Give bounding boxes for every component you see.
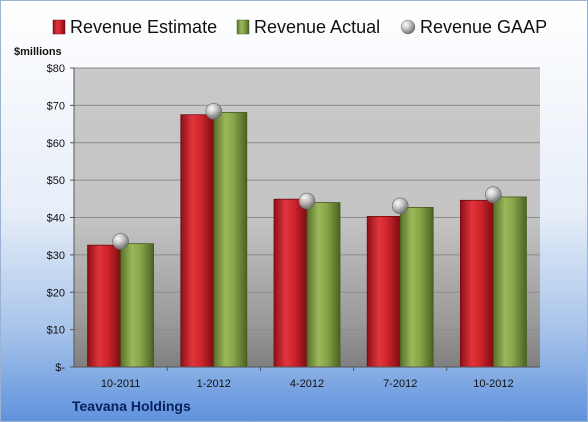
legend-item-estimate: Revenue Estimate [52, 17, 217, 37]
bar-revenue-actual [306, 202, 341, 368]
marker-revenue-gaap [298, 192, 316, 210]
legend-label-actual: Revenue Actual [254, 17, 380, 37]
y-tick-label: $20 [47, 287, 65, 299]
bar-revenue-actual [492, 196, 527, 368]
legend-item-gaap: Revenue GAAP [400, 17, 547, 37]
legend: Revenue Estimate Revenue Actual Revenue … [52, 17, 547, 37]
x-axis-ticks: 10-2011 1-2012 4-2012 7-2012 10-2012 [101, 367, 514, 390]
x-tick-label: 10-2012 [473, 378, 513, 390]
y-axis-ticks: $- $10 $20 $30 $40 $50 $60 $70 $80 [47, 63, 74, 374]
bar-revenue-actual [213, 112, 248, 368]
legend-item-actual: Revenue Actual [236, 17, 380, 37]
y-tick-label: $70 [47, 100, 65, 112]
marker-revenue-gaap [205, 103, 223, 120]
bar-revenue-estimate [273, 198, 308, 368]
bars [87, 112, 527, 368]
y-tick-label: $10 [47, 325, 65, 337]
y-tick-label: $60 [47, 138, 65, 150]
gaap-markers [112, 103, 502, 250]
y-tick-label: $- [55, 362, 65, 374]
bar-revenue-actual [120, 243, 154, 368]
bar-revenue-estimate [87, 244, 121, 368]
marker-revenue-gaap [485, 186, 502, 204]
bar-revenue-estimate [459, 199, 494, 368]
company-name: Teavana Holdings [72, 398, 191, 414]
y-axis-unit-label: $millions [14, 46, 62, 58]
marker-revenue-gaap [391, 197, 409, 215]
x-tick-label: 7-2012 [383, 378, 417, 390]
marker-revenue-gaap [112, 233, 129, 250]
legend-swatch-estimate [52, 19, 66, 35]
y-tick-label: $40 [47, 213, 65, 225]
y-tick-label: $30 [47, 250, 65, 262]
legend-label-estimate: Revenue Estimate [70, 17, 217, 37]
y-tick-label: $50 [47, 175, 65, 187]
x-tick-label: 4-2012 [290, 378, 324, 390]
bar-revenue-actual [399, 207, 434, 368]
bar-revenue-estimate [180, 114, 215, 368]
legend-label-gaap: Revenue GAAP [420, 17, 547, 37]
legend-swatch-actual [236, 19, 250, 35]
bar-revenue-estimate [366, 215, 401, 368]
x-tick-label: 1-2012 [197, 378, 231, 390]
legend-swatch-gaap [400, 19, 416, 35]
y-tick-label: $80 [47, 63, 65, 75]
x-tick-label: 10-2011 [101, 378, 141, 390]
